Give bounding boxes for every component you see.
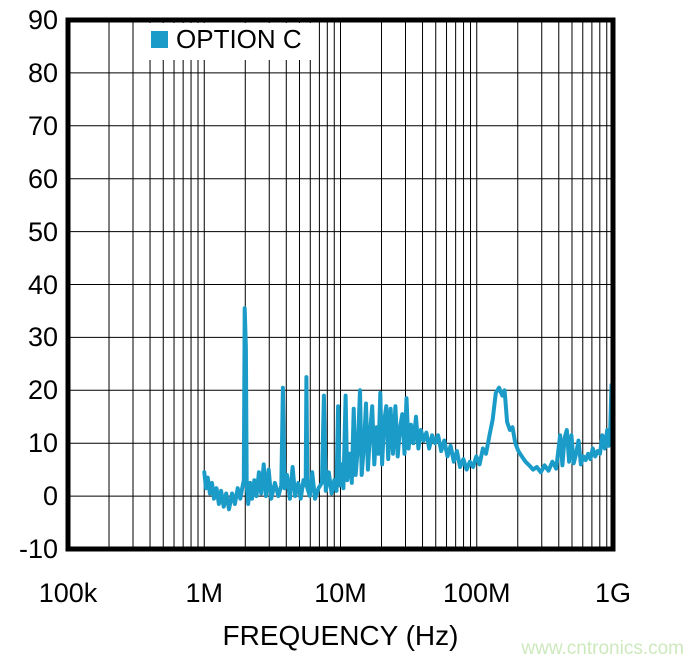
- y-tick-label: 70: [27, 110, 58, 141]
- series-line-option-c: [202, 306, 615, 512]
- x-tick-label: 1G: [594, 578, 632, 608]
- legend-background: [143, 23, 318, 60]
- y-tick-label: 60: [27, 163, 58, 194]
- y-tick-label: 90: [27, 5, 58, 35]
- x-tick-label: 100k: [38, 578, 98, 608]
- legend: OPTION C: [151, 24, 302, 55]
- y-tick-label: 30: [27, 322, 58, 353]
- y-tick-label: 10: [27, 428, 58, 459]
- x-tick-label: 100M: [442, 578, 511, 608]
- x-tick-label: 1M: [185, 578, 224, 608]
- x-axis-title: FREQUENCY (Hz): [222, 620, 459, 651]
- y-tick-label: -10: [18, 534, 58, 564]
- watermark-text: www.cntronics.com: [521, 638, 684, 659]
- y-tick-label: 50: [27, 216, 58, 247]
- y-tick-label: 80: [27, 57, 58, 88]
- legend-swatch-icon: [151, 31, 168, 48]
- x-tick-label: 10M: [314, 578, 367, 608]
- plot-border: [65, 17, 616, 552]
- y-tick-label: 20: [27, 375, 58, 406]
- y-tick-label: 40: [27, 269, 58, 300]
- legend-label: OPTION C: [176, 24, 302, 54]
- y-tick-label: 0: [42, 481, 58, 512]
